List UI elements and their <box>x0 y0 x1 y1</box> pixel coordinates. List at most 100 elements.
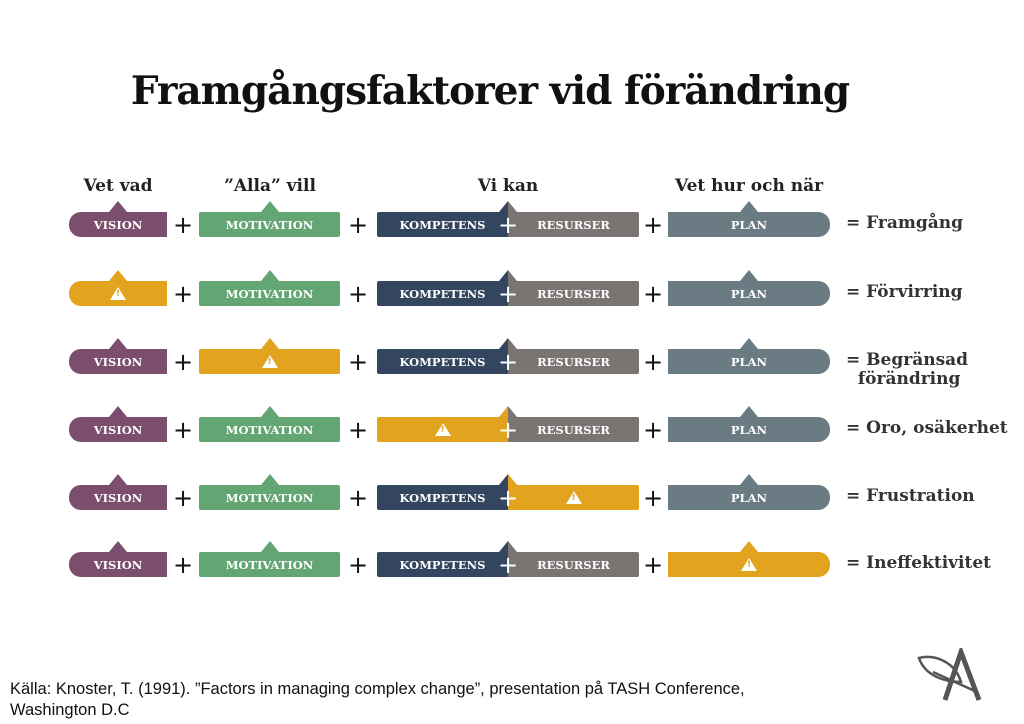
plan-segment: PLAN <box>668 338 830 374</box>
plan-segment: PLAN <box>668 474 830 510</box>
plan-label: PLAN <box>730 217 768 232</box>
plus-sign: + <box>642 484 664 512</box>
notch <box>260 474 279 485</box>
header-kompetens: Vi kan <box>477 176 539 196</box>
notch <box>740 201 758 212</box>
motivation-segment: MOTIVATION <box>199 201 340 237</box>
notch <box>260 406 279 417</box>
resurser-segment: RESURSER <box>508 201 639 237</box>
warning-icon: ! <box>565 491 582 504</box>
resurser-segment: RESURSER <box>508 541 639 577</box>
motivation-segment: MOTIVATION <box>199 474 340 510</box>
vision-label: VISION <box>93 422 143 437</box>
plus-sign: + <box>497 211 519 239</box>
plus-sign: + <box>347 416 369 444</box>
result-label: = Oro, osäkerhet <box>846 418 1008 438</box>
plus-sign: + <box>497 348 519 376</box>
result-label: = Frustration <box>846 486 975 506</box>
plus-sign: + <box>642 348 664 376</box>
notch <box>109 474 127 485</box>
kompetens-segment: KOMPETENS <box>377 338 508 374</box>
plus-sign: + <box>172 280 194 308</box>
kompetens-segment: KOMPETENS <box>377 270 508 306</box>
notch <box>109 541 127 552</box>
notch <box>508 201 517 212</box>
plus-sign: + <box>172 211 194 239</box>
kompetens-label: KOMPETENS <box>399 286 486 301</box>
vision-label: VISION <box>93 217 143 232</box>
result-label: = Framgång <box>846 213 964 233</box>
kompetens-label: KOMPETENS <box>399 557 486 572</box>
notch <box>499 270 508 281</box>
motivation-segment: MOTIVATION <box>199 270 340 306</box>
plus-sign: + <box>347 211 369 239</box>
vision-segment: VISION <box>69 474 167 510</box>
resurser-label: RESURSER <box>537 422 610 437</box>
header-vision: Vet vad <box>83 176 153 196</box>
plan-segment: PLAN <box>668 406 830 442</box>
motivation-segment: MOTIVATION <box>199 406 340 442</box>
plan-label: PLAN <box>730 422 768 437</box>
motivation-label: MOTIVATION <box>225 286 314 301</box>
warning-icon: ! <box>741 558 757 571</box>
resurser-label: RESURSER <box>537 557 610 572</box>
result-label: = Begränsad förändring <box>846 350 969 389</box>
motivation-label: MOTIVATION <box>225 422 314 437</box>
plus-sign: + <box>497 280 519 308</box>
logo-icon <box>917 648 982 701</box>
resurser-segment: RESURSER <box>508 406 639 442</box>
plus-sign: + <box>642 551 664 579</box>
plus-sign: + <box>642 416 664 444</box>
vision-segment: VISION <box>69 541 167 577</box>
plan-segment: ! <box>668 541 830 577</box>
motivation-label: MOTIVATION <box>225 217 314 232</box>
plus-sign: + <box>497 416 519 444</box>
resurser-label: RESURSER <box>537 354 610 369</box>
notch <box>260 201 279 212</box>
plus-sign: + <box>347 348 369 376</box>
notch <box>260 270 279 281</box>
notch <box>508 338 517 349</box>
notch <box>508 541 517 552</box>
vision-segment: VISION <box>69 338 167 374</box>
notch <box>109 338 127 349</box>
plus-sign: + <box>347 280 369 308</box>
plus-sign: + <box>172 484 194 512</box>
resurser-segment: RESURSER <box>508 270 639 306</box>
kompetens-label: KOMPETENS <box>399 354 486 369</box>
motivation-segment: MOTIVATION <box>199 541 340 577</box>
vision-segment: VISION <box>69 201 167 237</box>
kompetens-segment: ! <box>377 406 508 442</box>
kompetens-label: KOMPETENS <box>399 217 486 232</box>
notch <box>260 541 279 552</box>
vision-label: VISION <box>93 490 143 505</box>
plus-sign: + <box>172 348 194 376</box>
plus-sign: + <box>172 551 194 579</box>
notch <box>499 406 508 417</box>
plan-label: PLAN <box>730 490 768 505</box>
plus-sign: + <box>642 280 664 308</box>
plan-label: PLAN <box>730 354 768 369</box>
motivation-segment: ! <box>199 338 340 374</box>
plus-sign: + <box>347 484 369 512</box>
plan-label: PLAN <box>730 286 768 301</box>
notch <box>508 474 517 485</box>
warning-icon: ! <box>261 355 278 368</box>
notch <box>499 338 508 349</box>
vision-label: VISION <box>93 557 143 572</box>
resurser-label: RESURSER <box>537 286 610 301</box>
kompetens-label: KOMPETENS <box>399 490 486 505</box>
notch <box>109 270 127 281</box>
notch <box>740 270 758 281</box>
notch <box>260 338 279 349</box>
vision-segment: ! <box>69 270 167 306</box>
notch <box>499 201 508 212</box>
plus-sign: + <box>347 551 369 579</box>
notch <box>740 406 758 417</box>
notch <box>499 541 508 552</box>
kompetens-segment: KOMPETENS <box>377 541 508 577</box>
plus-sign: + <box>497 484 519 512</box>
motivation-label: MOTIVATION <box>225 490 314 505</box>
plan-segment: PLAN <box>668 201 830 237</box>
plan-segment: PLAN <box>668 270 830 306</box>
